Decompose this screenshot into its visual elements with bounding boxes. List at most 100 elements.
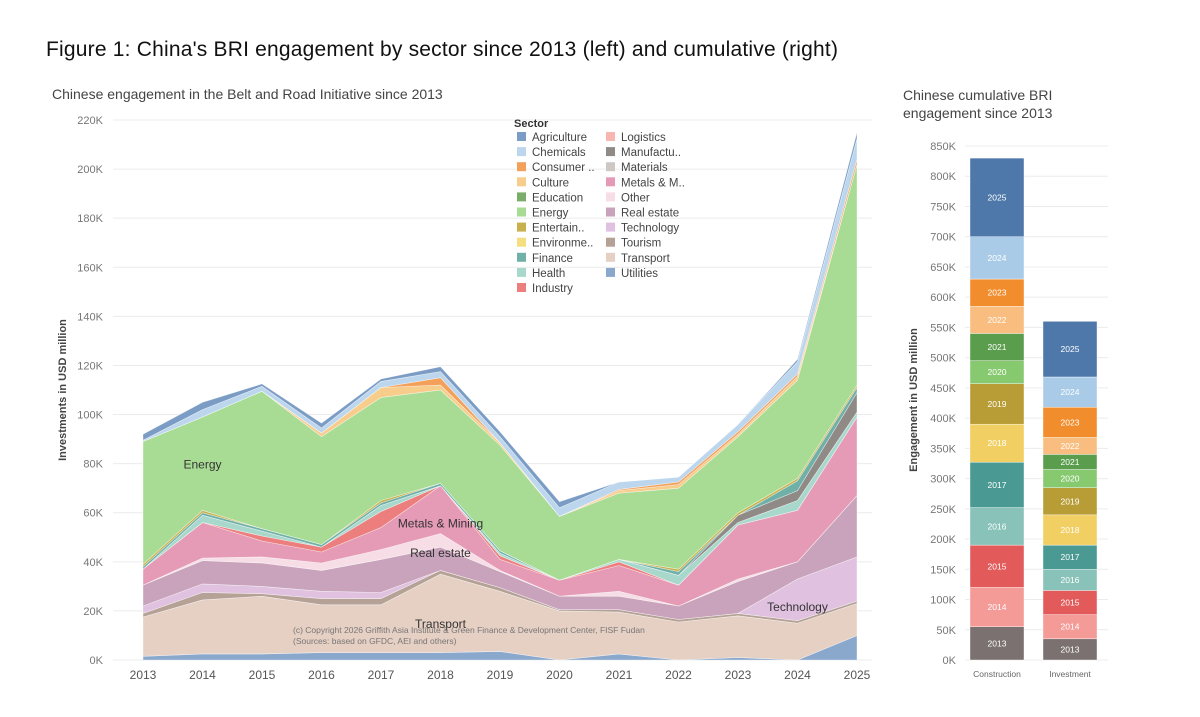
bar-segment-label: 2024 (988, 253, 1007, 263)
x-tick-label: 2020 (546, 668, 573, 682)
bar-segment (969, 462, 1025, 508)
bar-segment-label: 2020 (988, 367, 1007, 377)
legend-label: Environme.. (532, 238, 593, 250)
bar-segment-label: 2019 (988, 399, 1007, 409)
bar-segment-label: 2023 (988, 288, 1007, 298)
legend-swatch (606, 237, 615, 247)
bar-segment-label: 2022 (988, 315, 1007, 325)
bar-segment (969, 423, 1025, 463)
figure-title: Figure 1: China's BRI engagement by sect… (46, 38, 839, 61)
bar-segment-label: 2014 (1061, 622, 1080, 632)
bar-segment-label: 2021 (988, 342, 1007, 352)
x-tick-label: 2022 (665, 668, 692, 682)
y-tick-label: 600K (930, 292, 956, 304)
y-tick-label: 20K (83, 606, 103, 618)
legend-swatch (517, 252, 526, 262)
area-series-group (142, 132, 858, 661)
bar-segment-label: 2017 (1061, 552, 1080, 562)
legend-swatch (517, 267, 526, 277)
legend-swatch (606, 207, 615, 217)
x-tick-label: 2019 (487, 668, 514, 682)
x-tick-label: Construction (973, 669, 1021, 679)
bar-segment (1042, 514, 1098, 546)
legend-label: Industry (532, 283, 573, 295)
bar-segment (969, 626, 1025, 661)
bar-segment-label: 2018 (1061, 525, 1080, 535)
y-tick-label: 0K (90, 655, 104, 667)
bar-segment-label: 2025 (1061, 344, 1080, 354)
bar-segment (1042, 407, 1098, 438)
legend-swatch (517, 132, 526, 141)
bar-segment-label: 2016 (1061, 575, 1080, 585)
bar-segment (969, 157, 1025, 237)
y-tick-label: 400K (930, 413, 956, 425)
area-agriculture (142, 132, 858, 509)
legend-label: Logistics (621, 132, 666, 144)
bar-segment-label: 2019 (1061, 496, 1080, 506)
y-tick-label: 40K (83, 557, 103, 569)
bar-segment (969, 278, 1025, 307)
legend-label: Chemicals (532, 147, 586, 159)
x-tick-label: 2023 (725, 668, 752, 682)
y-axis-label: Engagement in USD million (908, 328, 920, 472)
legend-label: Manufactu.. (621, 147, 681, 159)
legend-label: Metals & M.. (621, 177, 685, 189)
annotation-label: Energy (183, 458, 221, 472)
legend-swatch (517, 162, 526, 172)
legend-label: Other (621, 192, 650, 204)
copyright-note: (c) Copyright 2026 Griffith Asia Institu… (293, 625, 645, 635)
y-tick-label: 250K (930, 504, 956, 516)
legend-label: Tourism (621, 238, 661, 250)
bar-segment (969, 507, 1025, 546)
y-tick-label: 160K (77, 262, 103, 274)
bar-segment-label: 2020 (1061, 474, 1080, 484)
x-tick-label: 2014 (189, 668, 216, 682)
legend-swatch (606, 192, 615, 202)
legend-label: Energy (532, 208, 569, 220)
bar-segment-label: 2013 (1061, 644, 1080, 654)
x-tick-label: 2017 (368, 668, 395, 682)
bar-segment (1042, 614, 1098, 640)
annotation-label: Technology (767, 600, 828, 614)
y-tick-label: 700K (930, 232, 956, 244)
x-tick-label: 2013 (130, 668, 157, 682)
y-tick-label: 220K (77, 115, 103, 127)
bar-segment-label: 2023 (1061, 417, 1080, 427)
y-tick-label: 750K (930, 201, 956, 213)
y-tick-label: 150K (930, 564, 956, 576)
y-tick-label: 60K (83, 508, 103, 520)
legend-label: Health (532, 268, 565, 280)
y-tick-label: 50K (936, 625, 956, 637)
y-tick-label: 350K (930, 443, 956, 455)
legend-label: Entertain.. (532, 223, 584, 235)
x-tick-label: 2024 (784, 668, 811, 682)
right-chart-title: Chinese cumulative BRI engagement since … (903, 87, 1053, 121)
y-tick-label: 100K (930, 595, 956, 607)
legend-swatch (517, 283, 526, 292)
bar-segment-label: 2016 (988, 521, 1007, 531)
bar-segment-label: 2018 (988, 438, 1007, 448)
legend-swatch (606, 147, 615, 157)
legend-swatch (606, 132, 615, 141)
copyright-note: (Sources: based on GFDC, AEI and others) (293, 636, 457, 646)
bar-segment (1042, 487, 1098, 516)
legend-label: Utilities (621, 268, 658, 280)
y-tick-label: 850K (930, 141, 956, 153)
legend-swatch (517, 222, 526, 232)
y-tick-label: 800K (930, 171, 956, 183)
legend-label: Culture (532, 177, 569, 189)
bar-segment (969, 383, 1025, 425)
y-tick-label: 80K (83, 459, 103, 471)
bar-segment (969, 544, 1025, 588)
legend-swatch (606, 162, 615, 172)
bar-segment-label: 2025 (988, 192, 1007, 202)
bar-segment (1042, 544, 1098, 570)
y-tick-label: 200K (77, 164, 103, 176)
legend-swatch (606, 252, 615, 262)
y-tick-label: 450K (930, 383, 956, 395)
annotation-label: Metals & Mining (398, 516, 483, 530)
legend-swatch (606, 222, 615, 232)
bar-segment (1042, 321, 1098, 378)
bar-segment (969, 333, 1025, 361)
